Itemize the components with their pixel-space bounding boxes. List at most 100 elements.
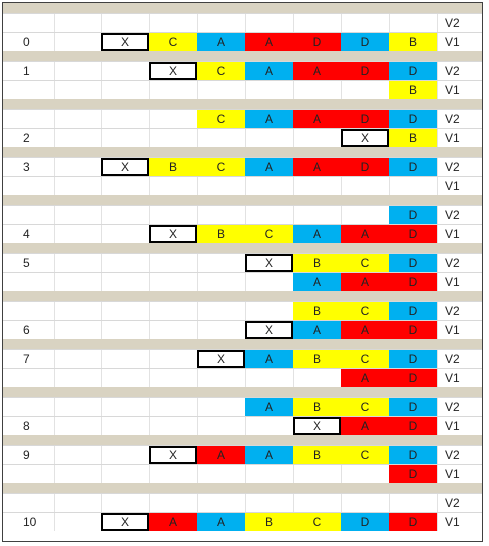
item-cell-b[interactable]: B <box>197 225 245 243</box>
item-cell-c[interactable]: C <box>245 225 293 243</box>
version-label[interactable]: V1 <box>445 83 460 97</box>
step-label[interactable] <box>3 465 54 483</box>
item-cell-a[interactable]: A <box>245 110 293 128</box>
item-cell-b[interactable]: B <box>293 254 341 272</box>
item-cell-a[interactable]: A <box>293 110 341 128</box>
item-cell-c[interactable]: C <box>197 110 245 128</box>
item-cell-d[interactable]: D <box>389 273 437 291</box>
item-cell-b[interactable]: B <box>293 446 341 464</box>
item-cell-a[interactable]: A <box>149 513 197 531</box>
item-cell-d[interactable]: D <box>389 158 437 176</box>
version-label[interactable]: V1 <box>445 323 460 337</box>
item-cell-c[interactable]: C <box>341 302 389 320</box>
step-label[interactable]: 2 <box>23 131 30 145</box>
step-label[interactable]: 1 <box>23 64 30 78</box>
item-cell-a[interactable]: A <box>341 369 389 387</box>
version-label[interactable]: V2 <box>445 400 460 414</box>
step-label[interactable] <box>3 177 54 195</box>
version-label[interactable]: V2 <box>445 112 460 126</box>
item-cell-d[interactable]: D <box>341 62 389 80</box>
item-cell-d[interactable]: D <box>389 62 437 80</box>
version-label[interactable]: V2 <box>445 64 460 78</box>
item-cell-d[interactable]: D <box>341 158 389 176</box>
item-cell-d[interactable]: D <box>389 350 437 368</box>
version-label[interactable]: V2 <box>445 256 460 270</box>
item-cell-a[interactable]: A <box>245 62 293 80</box>
version-label[interactable]: V1 <box>445 371 460 385</box>
step-label[interactable] <box>3 81 54 99</box>
item-cell-b[interactable]: B <box>293 398 341 416</box>
step-label[interactable]: 7 <box>23 352 30 366</box>
cursor-cell[interactable]: X <box>149 62 197 80</box>
item-cell-a[interactable]: A <box>293 321 341 339</box>
cursor-cell[interactable]: X <box>101 513 149 531</box>
step-label[interactable] <box>3 110 54 128</box>
item-cell-a[interactable]: A <box>245 33 293 51</box>
item-cell-a[interactable]: A <box>341 321 389 339</box>
item-cell-a[interactable]: A <box>341 273 389 291</box>
item-cell-a[interactable]: A <box>293 225 341 243</box>
item-cell-c[interactable]: C <box>293 513 341 531</box>
item-cell-a[interactable]: A <box>245 158 293 176</box>
version-label[interactable]: V2 <box>445 160 460 174</box>
version-label[interactable]: V2 <box>445 496 460 510</box>
item-cell-d[interactable]: D <box>293 33 341 51</box>
item-cell-d[interactable]: D <box>389 398 437 416</box>
item-cell-a[interactable]: A <box>341 225 389 243</box>
step-label[interactable] <box>3 369 54 387</box>
item-cell-a[interactable]: A <box>341 417 389 435</box>
cursor-cell[interactable]: X <box>197 350 245 368</box>
item-cell-c[interactable]: C <box>341 446 389 464</box>
step-label[interactable] <box>3 14 54 32</box>
cursor-cell[interactable]: X <box>101 158 149 176</box>
item-cell-a[interactable]: A <box>245 446 293 464</box>
version-label[interactable]: V2 <box>445 304 460 318</box>
item-cell-a[interactable]: A <box>245 350 293 368</box>
version-label[interactable]: V1 <box>445 515 460 529</box>
item-cell-b[interactable]: B <box>293 302 341 320</box>
item-cell-b[interactable]: B <box>245 513 293 531</box>
step-label[interactable] <box>3 273 54 291</box>
item-cell-a[interactable]: A <box>293 158 341 176</box>
step-label[interactable]: 9 <box>23 448 30 462</box>
cursor-cell[interactable]: X <box>245 254 293 272</box>
cursor-cell[interactable]: X <box>341 129 389 147</box>
step-label[interactable]: 5 <box>23 256 30 270</box>
item-cell-d[interactable]: D <box>389 513 437 531</box>
version-label[interactable]: V1 <box>445 35 460 49</box>
item-cell-c[interactable]: C <box>197 62 245 80</box>
cursor-cell[interactable]: X <box>149 446 197 464</box>
item-cell-a[interactable]: A <box>293 273 341 291</box>
item-cell-d[interactable]: D <box>389 321 437 339</box>
version-label[interactable]: V1 <box>445 179 460 193</box>
item-cell-a[interactable]: A <box>245 398 293 416</box>
version-label[interactable]: V1 <box>445 227 460 241</box>
item-cell-c[interactable]: C <box>149 33 197 51</box>
version-label[interactable]: V2 <box>445 352 460 366</box>
item-cell-d[interactable]: D <box>389 417 437 435</box>
cursor-cell[interactable]: X <box>245 321 293 339</box>
item-cell-b[interactable]: B <box>149 158 197 176</box>
item-cell-d[interactable]: D <box>389 110 437 128</box>
item-cell-d[interactable]: D <box>341 513 389 531</box>
step-label[interactable] <box>3 206 54 224</box>
item-cell-d[interactable]: D <box>341 33 389 51</box>
version-label[interactable]: V1 <box>445 467 460 481</box>
item-cell-b[interactable]: B <box>293 350 341 368</box>
item-cell-d[interactable]: D <box>389 302 437 320</box>
step-label[interactable]: 10 <box>23 515 37 529</box>
item-cell-c[interactable]: C <box>341 254 389 272</box>
item-cell-d[interactable]: D <box>389 446 437 464</box>
item-cell-d[interactable]: D <box>389 254 437 272</box>
item-cell-d[interactable]: D <box>389 206 437 224</box>
item-cell-a[interactable]: A <box>197 446 245 464</box>
step-label[interactable] <box>3 398 54 416</box>
item-cell-d[interactable]: D <box>389 369 437 387</box>
cursor-cell[interactable]: X <box>149 225 197 243</box>
item-cell-d[interactable]: D <box>341 110 389 128</box>
version-label[interactable]: V1 <box>445 419 460 433</box>
item-cell-a[interactable]: A <box>197 33 245 51</box>
item-cell-b[interactable]: B <box>389 81 437 99</box>
version-label[interactable]: V1 <box>445 275 460 289</box>
item-cell-d[interactable]: D <box>389 465 437 483</box>
